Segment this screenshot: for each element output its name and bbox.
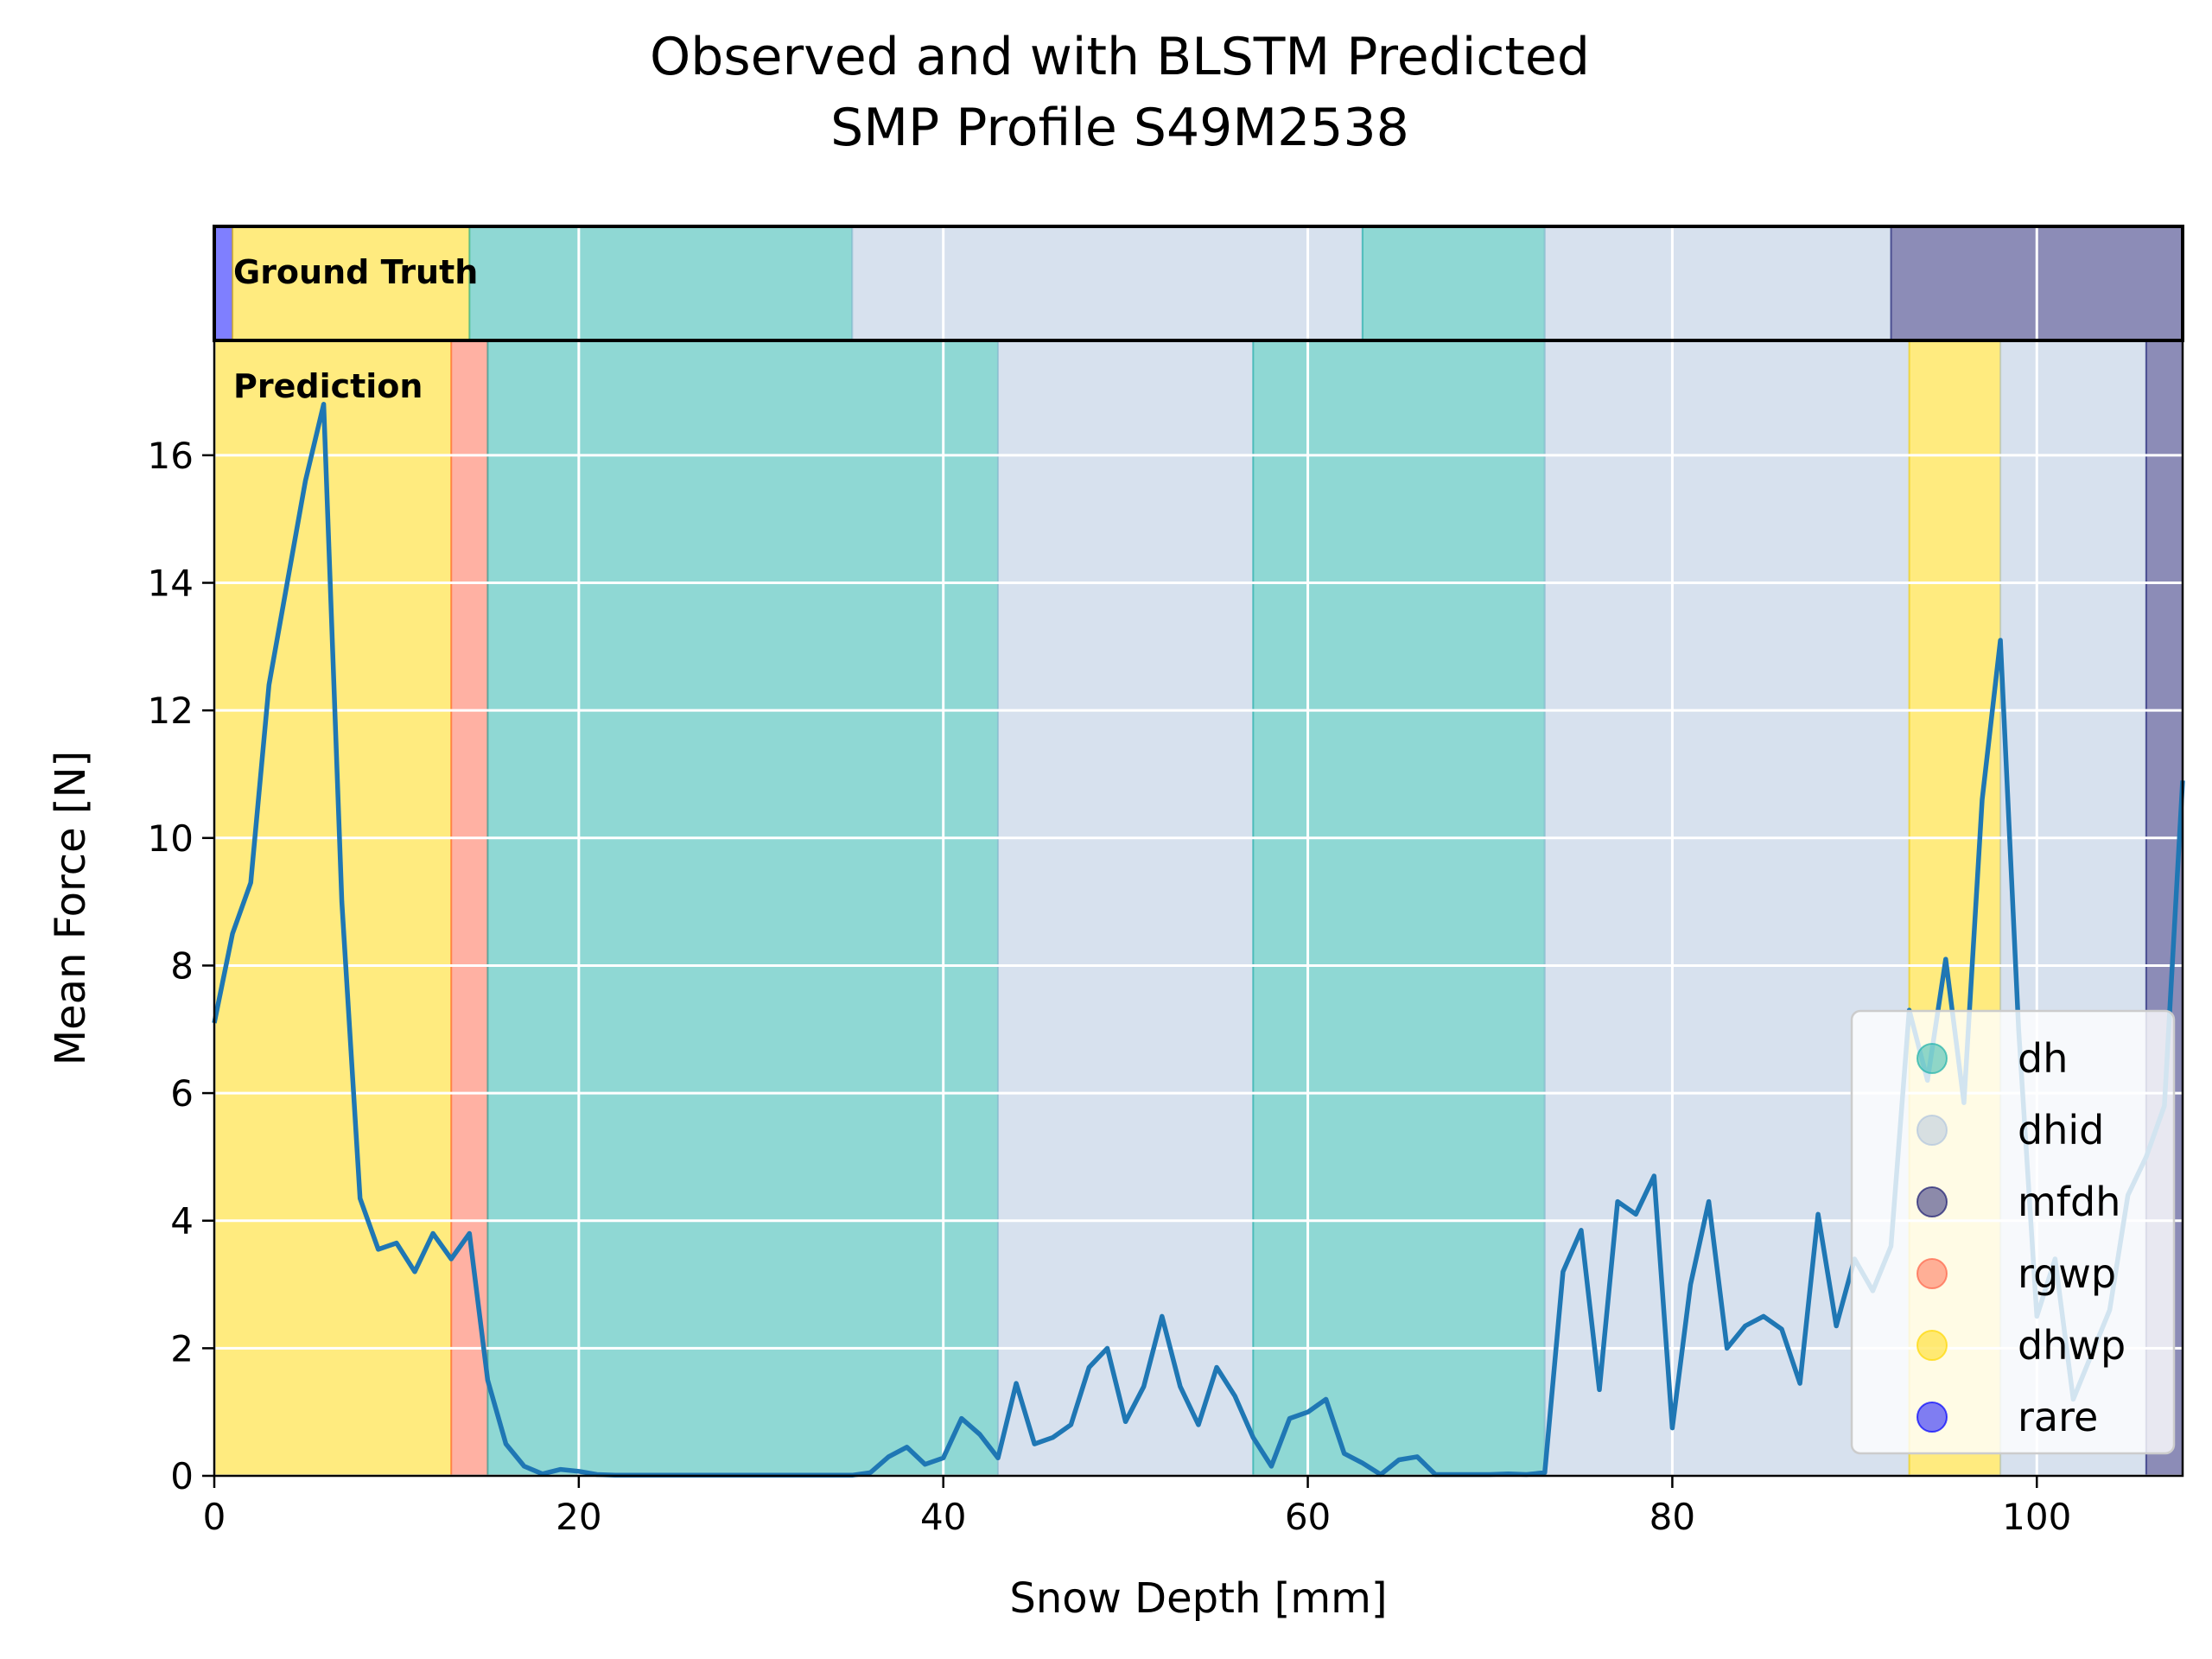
prediction-label: Prediction	[233, 367, 423, 405]
legend-label-dhid: dhid	[2018, 1107, 2104, 1154]
prediction-segment-rgwp	[450, 340, 489, 1477]
legend: dh dhid mfdh rgwp dhwp rare	[1850, 1009, 2176, 1455]
y-tick-label: 2	[170, 1327, 194, 1370]
x-tick-label: 100	[2002, 1496, 2071, 1538]
legend-label-dh: dh	[2018, 1035, 2068, 1082]
x-axis: 0 20 40 60 80 100	[203, 1476, 2071, 1538]
ground-truth-segment-dhwp	[232, 226, 471, 341]
legend-marker-rgwp	[1916, 1258, 1948, 1289]
legend-label-dhwp: dhwp	[2018, 1322, 2126, 1369]
y-tick-label: 12	[148, 690, 194, 732]
ground-truth-bar	[213, 226, 2184, 341]
ground-truth-segment-rare	[213, 226, 234, 341]
x-tick-label: 60	[1285, 1496, 1331, 1538]
prediction-segment-dhid	[996, 340, 1255, 1477]
y-tick-label: 8	[170, 944, 194, 987]
y-tick-label: 4	[170, 1200, 194, 1243]
legend-marker-dh	[1916, 1043, 1948, 1074]
plot-frame	[213, 339, 2184, 1478]
y-tick-label: 0	[170, 1455, 194, 1497]
x-axis-label: Snow Depth [mm]	[1009, 1574, 1387, 1623]
legend-marker-rare	[1916, 1402, 1948, 1433]
prediction-segment-dh	[1252, 340, 1546, 1477]
y-axis: 0 2 4 6 8 10 12 14 16	[148, 435, 214, 1497]
legend-label-rare: rare	[2018, 1394, 2098, 1440]
x-tick-label: 0	[203, 1496, 226, 1538]
legend-marker-dhwp	[1916, 1330, 1948, 1361]
x-tick-label: 80	[1649, 1496, 1695, 1538]
legend-marker-dhid	[1916, 1115, 1948, 1146]
x-tick-label: 40	[920, 1496, 966, 1538]
y-tick-label: 14	[148, 563, 194, 605]
x-tick-label: 20	[556, 1496, 601, 1538]
ground-truth-segment-dhid	[1543, 226, 1892, 341]
legend-box	[1850, 1009, 2176, 1455]
legend-label-rgwp: rgwp	[2018, 1250, 2116, 1297]
y-axis-label: Mean Force [N]	[47, 751, 95, 1066]
legend-marker-mfdh	[1916, 1186, 1948, 1217]
chart-title: Observed and with BLSTM Predicted	[650, 27, 1590, 87]
ground-truth-segment-dh	[1361, 226, 1546, 341]
prediction-segment-dh	[486, 340, 999, 1477]
prediction-area	[213, 340, 2183, 1477]
legend-label-mfdh: mfdh	[2018, 1179, 2120, 1225]
y-tick-label: 16	[148, 435, 194, 477]
y-tick-label: 10	[148, 817, 194, 860]
ground-truth-segment-dhid	[851, 226, 1363, 341]
chart-subtitle: SMP Profile S49M2538	[830, 98, 1409, 158]
prediction-segment-dhwp	[213, 340, 453, 1477]
y-tick-label: 6	[170, 1072, 194, 1115]
ground-truth-segment-dh	[468, 226, 854, 341]
ground-truth-label: Ground Truth	[233, 253, 478, 291]
